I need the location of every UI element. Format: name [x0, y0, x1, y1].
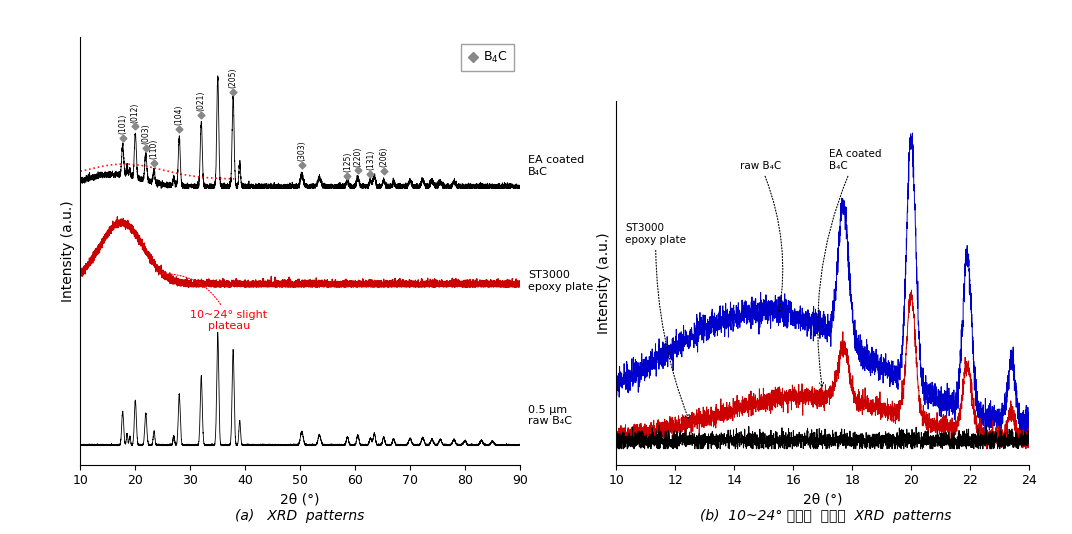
Text: (101): (101)	[118, 114, 128, 134]
Text: ST3000
epoxy plate: ST3000 epoxy plate	[528, 270, 594, 292]
Text: (003): (003)	[142, 123, 150, 144]
Text: (303): (303)	[297, 141, 307, 161]
Text: ST3000
epoxy plate: ST3000 epoxy plate	[625, 223, 689, 419]
Text: (220): (220)	[354, 146, 362, 167]
Text: (205): (205)	[228, 68, 238, 88]
Text: (125): (125)	[343, 152, 352, 172]
Text: raw B₄C: raw B₄C	[740, 161, 783, 312]
Legend: B$_4$C: B$_4$C	[461, 44, 513, 71]
Text: (206): (206)	[379, 147, 388, 167]
Text: 10~24° slight
plateau: 10~24° slight plateau	[161, 271, 267, 331]
Text: (110): (110)	[149, 139, 159, 159]
X-axis label: 2θ (°): 2θ (°)	[803, 493, 843, 507]
X-axis label: 2θ (°): 2θ (°)	[281, 493, 319, 507]
Text: (012): (012)	[131, 102, 139, 123]
Text: (021): (021)	[197, 90, 206, 111]
Text: EA coated
B₄C: EA coated B₄C	[528, 155, 584, 177]
Text: (b)  10~24° 범위의  중첩된  XRD  patterns: (b) 10~24° 범위의 중첩된 XRD patterns	[700, 509, 951, 523]
Text: (104): (104)	[175, 105, 183, 125]
Y-axis label: Intensity (a.u.): Intensity (a.u.)	[61, 200, 75, 302]
Text: (a)   XRD  patterns: (a) XRD patterns	[236, 509, 364, 523]
Y-axis label: Intensity (a.u.): Intensity (a.u.)	[597, 232, 611, 334]
Text: EA coated
B₄C: EA coated B₄C	[818, 150, 881, 387]
Text: 0.5 μm
raw B₄C: 0.5 μm raw B₄C	[528, 405, 572, 426]
Text: (131): (131)	[366, 150, 375, 170]
